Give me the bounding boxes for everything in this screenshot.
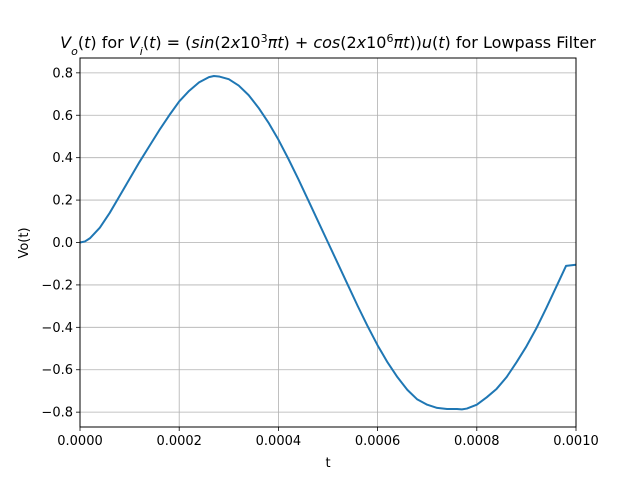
x-tick-label: 0.0006 — [355, 434, 401, 449]
title-part: )) — [409, 33, 421, 52]
y-tick-label: −0.2 — [41, 278, 73, 293]
grid-lines — [79, 58, 577, 427]
y-axis-label: Vo(t) — [17, 227, 32, 258]
title-part: ) — [445, 33, 451, 52]
x-axis-ticks: 0.0000 0.0002 0.0004 0.0006 0.0008 0.0010 — [57, 427, 599, 449]
y-tick-label: −0.6 — [41, 363, 73, 378]
y-tick-label: 0.2 — [52, 194, 73, 209]
title-part: V — [60, 33, 72, 52]
x-tick-label: 0.0004 — [256, 434, 302, 449]
chart-title: Vo(t) for Vi(t) = (sin(2x103πt) + cos(2x… — [60, 32, 596, 58]
title-part: u — [422, 33, 432, 52]
y-tick-label: −0.4 — [41, 321, 73, 336]
title-part: cos — [313, 33, 340, 52]
title-part: o — [71, 45, 78, 58]
title-part: ) = ( — [155, 33, 191, 52]
title-part: ) for — [90, 33, 128, 52]
x-axis-label: t — [325, 456, 330, 471]
title-part: πt — [268, 33, 285, 52]
title-part: for Lowpass Filter — [451, 33, 596, 52]
y-tick-label: 0.6 — [52, 109, 73, 124]
title-part: 10 — [240, 33, 260, 52]
x-tick-label: 0.0000 — [57, 434, 103, 449]
title-part: V — [129, 33, 141, 52]
y-tick-label: 0.4 — [52, 151, 73, 166]
title-part: ( — [432, 33, 438, 52]
title-part: (2 — [340, 33, 356, 52]
title-part: t — [438, 33, 445, 52]
title-part: t — [84, 33, 91, 52]
title-part: (2 — [214, 33, 230, 52]
x-tick-label: 0.0010 — [553, 434, 599, 449]
title-part: 10 — [366, 33, 386, 52]
title-part: πt — [393, 33, 410, 52]
y-axis-ticks: −0.8 −0.6 −0.4 −0.2 0.0 0.2 0.4 0.6 0.8 — [41, 66, 80, 421]
title-part: ( — [78, 33, 84, 52]
title-part: sin — [191, 33, 214, 52]
series-line — [79, 75, 577, 411]
title-part: ) + — [283, 33, 313, 52]
y-tick-label: 0.8 — [52, 66, 73, 81]
y-tick-label: −0.8 — [41, 406, 73, 421]
title-part: 6 — [386, 32, 393, 45]
title-part: i — [140, 45, 143, 58]
x-tick-label: 0.0008 — [454, 434, 500, 449]
title-part: ( — [143, 33, 149, 52]
x-tick-label: 0.0002 — [156, 434, 202, 449]
title-part: 3 — [261, 32, 268, 45]
title-part: x — [230, 33, 241, 52]
title-part: x — [356, 33, 367, 52]
y-tick-label: 0.0 — [52, 236, 73, 251]
title-part: t — [149, 33, 156, 52]
